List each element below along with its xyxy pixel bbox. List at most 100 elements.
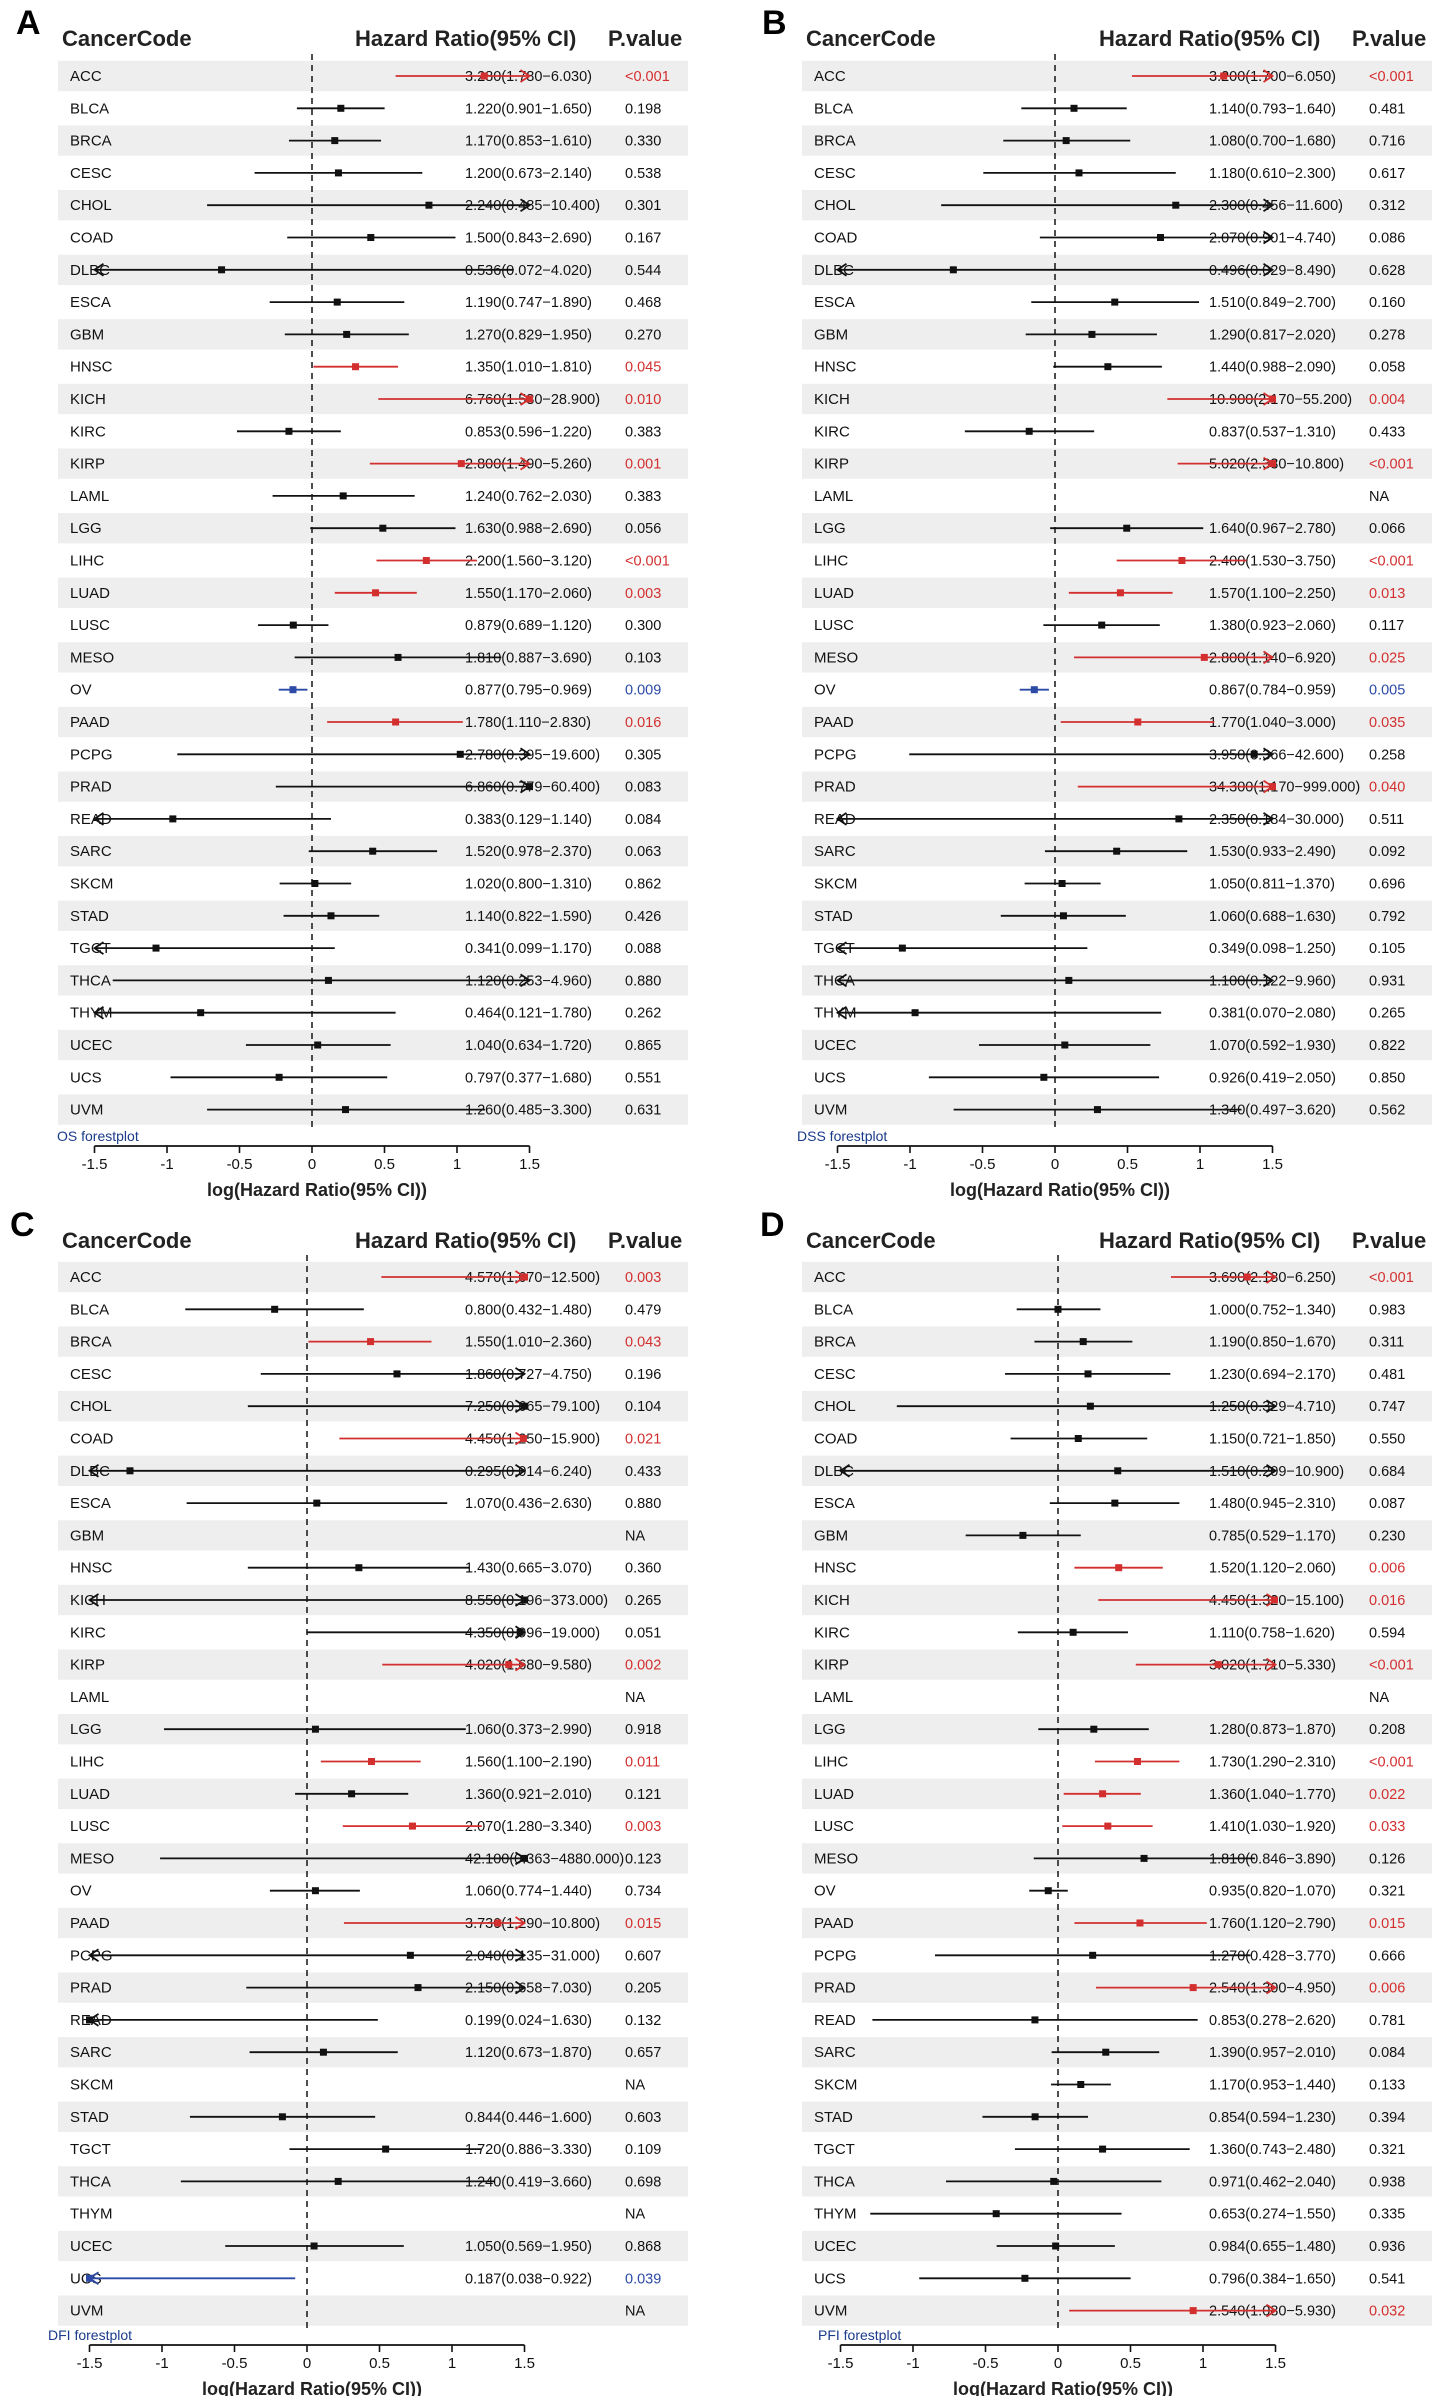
table-row-blca: BLCA 1.220(0.901−1.650) 0.198 xyxy=(70,100,661,117)
hr-point xyxy=(1189,1984,1197,1992)
table-row-chol: CHOL 2.300(0.456−11.600) 0.312 xyxy=(814,197,1405,214)
table-row-thym: THYM 0.653(0.274−1.550) 0.335 xyxy=(814,2206,1405,2223)
p-value-label: 0.657 xyxy=(625,2045,661,2061)
cancer-code-label: STAD xyxy=(814,2109,853,2126)
table-row-esca: ESCA 1.510(0.849−2.700) 0.160 xyxy=(814,294,1405,311)
p-value-label: 0.003 xyxy=(625,1270,661,1286)
cancer-code-label: KIRP xyxy=(70,456,105,473)
cancer-code-label: SARC xyxy=(814,843,856,860)
cancer-code-label: LUAD xyxy=(814,585,854,602)
hazard-ratio-label: 2.040(0.135−31.000) xyxy=(465,1948,600,1964)
cancer-code-label: STAD xyxy=(814,908,853,925)
p-value-label: 0.321 xyxy=(1369,1884,1405,1900)
hazard-ratio-label: 1.770(1.040−3.000) xyxy=(1209,715,1336,731)
hazard-ratio-label: 1.290(0.817−2.020) xyxy=(1209,327,1336,343)
p-value-label: 0.305 xyxy=(625,747,661,763)
hr-point xyxy=(516,1628,524,1636)
p-value-label: 0.666 xyxy=(1369,1948,1405,1964)
hr-point xyxy=(1062,137,1070,145)
x-tick-label: 0.5 xyxy=(374,1156,395,1173)
table-row-acc: ACC 4.570(1.670−12.500) 0.003 xyxy=(70,1269,661,1286)
hazard-ratio-label: 1.430(0.665−3.070) xyxy=(465,1561,592,1577)
cancer-code-label: UVM xyxy=(814,1102,847,1119)
p-value-label: 0.696 xyxy=(1369,877,1405,893)
hazard-ratio-label: 1.170(0.953−1.440) xyxy=(1209,2078,1336,2094)
hazard-ratio-label: 1.270(0.829−1.950) xyxy=(465,327,592,343)
hr-point xyxy=(992,2210,1000,2218)
hazard-ratio-label: 2.350(0.184−30.000) xyxy=(1209,812,1344,828)
hazard-ratio-label: 42.100(0.363−4880.000) xyxy=(465,1851,624,1867)
cancer-code-label: LUSC xyxy=(70,1818,110,1835)
table-row-tgct: TGCT 0.341(0.099−1.170) 0.088 xyxy=(70,940,661,957)
header-pvalue: P.value xyxy=(1352,1228,1426,1253)
table-row-stad: STAD 1.060(0.688−1.630) 0.792 xyxy=(814,908,1405,925)
cancer-code-label: STAD xyxy=(70,908,109,925)
hazard-ratio-label: 4.450(1.250−15.900) xyxy=(465,1432,600,1448)
table-row-luad: LUAD 1.570(1.100−2.250) 0.013 xyxy=(814,585,1405,602)
hr-point xyxy=(1270,1596,1278,1604)
hr-point xyxy=(394,653,402,661)
cancer-code-label: THYM xyxy=(70,2206,113,2223)
table-row-blca: BLCA 0.800(0.432−1.480) 0.479 xyxy=(70,1301,661,1318)
cancer-code-label: BLCA xyxy=(70,100,109,117)
panel-letter: C xyxy=(10,1206,35,1244)
cancer-code-label: LAML xyxy=(70,1689,109,1706)
hr-point xyxy=(337,104,345,112)
table-row-lgg: LGG 1.630(0.988−2.690) 0.056 xyxy=(70,520,661,537)
p-value-label: 0.132 xyxy=(625,2013,661,2029)
p-value-label: 0.123 xyxy=(625,1851,661,1867)
table-row-dlbc: DLBC 1.510(0.209−10.900) 0.684 xyxy=(814,1463,1405,1480)
p-value-label: 0.330 xyxy=(625,134,661,150)
x-tick-label: -1.5 xyxy=(825,1156,851,1173)
table-row-cesc: CESC 1.230(0.694−2.170) 0.481 xyxy=(814,1366,1405,1383)
ci-arrow-left xyxy=(87,1948,99,1963)
cancer-code-label: UCEC xyxy=(814,1037,857,1054)
hazard-ratio-label: 1.060(0.373−2.990) xyxy=(465,1722,592,1738)
x-axis-title: log(Hazard Ratio(95% CI)) xyxy=(207,1180,427,1200)
table-row-brca: BRCA 1.170(0.853−1.610) 0.330 xyxy=(70,133,661,150)
table-row-esca: ESCA 1.190(0.747−1.890) 0.468 xyxy=(70,294,661,311)
hazard-ratio-label: 0.879(0.689−1.120) xyxy=(465,618,592,634)
hazard-ratio-label: 8.550(0.196−373.000) xyxy=(465,1593,608,1609)
table-row-tgct: TGCT 1.720(0.886−3.330) 0.109 xyxy=(70,2141,661,2158)
table-row-lusc: LUSC 1.380(0.923−2.060) 0.117 xyxy=(814,617,1404,634)
p-value-label: 0.383 xyxy=(625,424,661,440)
p-value-label: 0.105 xyxy=(1369,941,1405,957)
hazard-ratio-label: 0.854(0.594−1.230) xyxy=(1209,2110,1336,2126)
row-stripe xyxy=(802,2101,1432,2132)
cancer-code-label: LAML xyxy=(814,1689,853,1706)
cancer-code-label: CESC xyxy=(70,1366,112,1383)
plot-label: OS forestplot xyxy=(57,1128,139,1144)
hazard-ratio-label: 1.480(0.945−2.310) xyxy=(1209,1496,1336,1512)
hr-point xyxy=(1172,201,1180,209)
p-value-label: 0.009 xyxy=(625,683,661,699)
cancer-code-label: CHOL xyxy=(70,1398,112,1415)
hazard-ratio-label: 0.785(0.529−1.170) xyxy=(1209,1528,1336,1544)
table-row-skcm: SKCM 1.020(0.800−1.310) 0.862 xyxy=(70,876,661,893)
ci-arrow-right xyxy=(1263,69,1275,83)
cancer-code-label: COAD xyxy=(814,1431,858,1448)
hr-point xyxy=(311,880,319,887)
table-row-stad: STAD 0.844(0.446−1.600) 0.603 xyxy=(70,2109,661,2126)
cancer-code-label: GBM xyxy=(814,326,848,343)
hr-point xyxy=(521,1273,528,1281)
hazard-ratio-label: 1.390(0.957−2.010) xyxy=(1209,2045,1336,2061)
hr-point xyxy=(342,1106,350,1114)
p-value-label: 0.006 xyxy=(1369,1981,1405,1997)
hr-point xyxy=(1065,976,1073,984)
row-stripe xyxy=(58,1261,688,1293)
cancer-code-label: KIRC xyxy=(70,423,106,440)
cancer-code-label: THCA xyxy=(70,2173,111,2190)
table-row-ov: OV 0.877(0.795−0.969) 0.009 xyxy=(70,682,661,699)
x-tick-label: 1.5 xyxy=(1262,1156,1283,1173)
hr-point xyxy=(285,427,293,435)
row-stripe xyxy=(58,2295,688,2326)
cancer-code-label: SKCM xyxy=(70,876,113,893)
cancer-code-label: ESCA xyxy=(70,294,111,311)
ci-arrow-left xyxy=(92,941,104,955)
hr-point xyxy=(1019,1531,1027,1539)
p-value-label: 0.104 xyxy=(625,1399,661,1415)
cancer-code-label: MESO xyxy=(814,1850,858,1867)
hr-point xyxy=(289,621,297,629)
table-row-thca: THCA 1.100(0.122−9.960) 0.931 xyxy=(814,972,1405,989)
